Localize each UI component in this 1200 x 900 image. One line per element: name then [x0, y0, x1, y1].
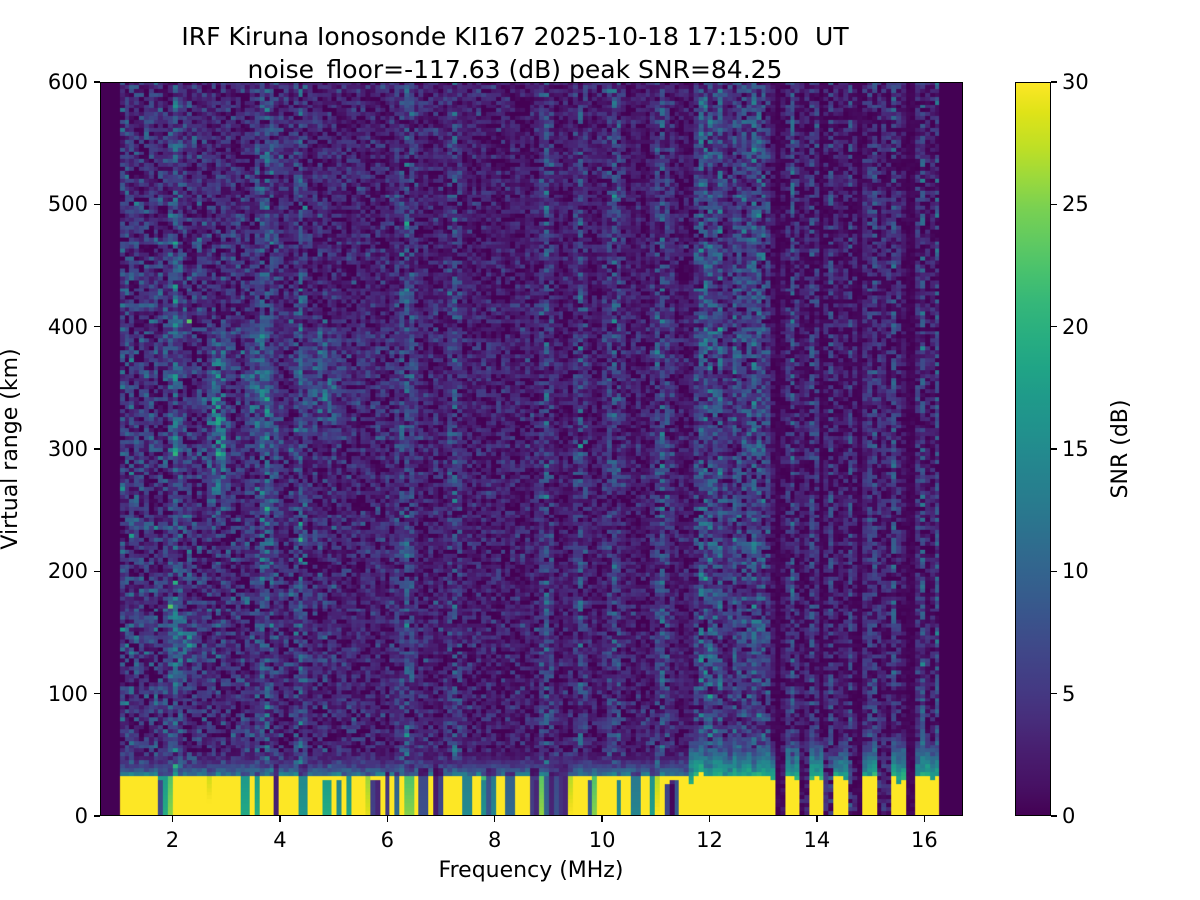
- y-tick-label: 400: [47, 314, 88, 339]
- figure-title: IRF Kiruna Ionosonde KI167 2025-10-18 17…: [0, 20, 1030, 86]
- x-tick-label: 12: [696, 828, 723, 852]
- title-line-1: IRF Kiruna Ionosonde KI167 2025-10-18 17…: [181, 22, 849, 51]
- y-tick-mark: [94, 570, 100, 572]
- y-tick-label: 500: [47, 192, 88, 217]
- colorbar-tick-label: 30: [1062, 70, 1089, 94]
- x-tick-label: 16: [910, 828, 938, 852]
- colorbar-tick-mark: [1051, 203, 1057, 205]
- y-tick-label: 300: [47, 437, 88, 461]
- ionogram-heatmap-canvas: [101, 83, 962, 815]
- colorbar-tick-mark: [1051, 693, 1057, 695]
- ionogram-plot-area: [100, 82, 963, 816]
- x-tick-mark: [386, 816, 388, 822]
- colorbar-tick-label: 20: [1062, 314, 1089, 339]
- y-tick-mark: [94, 203, 100, 205]
- x-tick-mark: [923, 816, 925, 822]
- x-tick-label: 14: [803, 828, 831, 852]
- y-tick-mark: [94, 815, 100, 817]
- colorbar-tick-mark: [1051, 570, 1057, 572]
- x-tick-label: 10: [588, 828, 616, 852]
- colorbar-tick-mark: [1051, 81, 1057, 83]
- colorbar-tick-label: 10: [1062, 559, 1089, 584]
- x-tick-mark: [708, 816, 711, 822]
- colorbar-label: SNR (dB): [1108, 399, 1133, 499]
- colorbar-tick-mark: [1051, 448, 1057, 450]
- colorbar-tick-label: 0: [1062, 804, 1076, 828]
- colorbar-gradient: [1016, 83, 1050, 815]
- title-line-2: noise_floor=-117.63 (dB) peak SNR=84.25: [247, 55, 783, 84]
- x-tick-mark: [279, 816, 281, 822]
- x-tick-label: 6: [380, 828, 394, 852]
- x-axis-label: Frequency (MHz): [438, 858, 624, 883]
- y-tick-mark: [94, 693, 100, 695]
- x-tick-label: 8: [488, 828, 502, 852]
- colorbar-tick-mark: [1051, 815, 1057, 817]
- x-tick-mark: [816, 816, 818, 822]
- x-tick-mark: [171, 816, 174, 822]
- colorbar-tick-label: 15: [1062, 437, 1089, 461]
- x-tick-label: 4: [273, 828, 287, 852]
- x-tick-mark: [494, 816, 496, 822]
- y-tick-label: 0: [74, 804, 88, 828]
- x-tick-mark: [601, 816, 603, 822]
- x-tick-label: 2: [165, 828, 180, 852]
- y-tick-mark: [94, 81, 100, 83]
- y-axis-label: Virtual range (km): [0, 348, 23, 550]
- y-tick-label: 100: [47, 681, 88, 706]
- y-tick-label: 600: [47, 70, 88, 94]
- y-tick-label: 200: [47, 559, 88, 584]
- y-tick-mark: [94, 326, 100, 328]
- colorbar-tick-mark: [1051, 326, 1057, 328]
- y-tick-mark: [94, 448, 100, 450]
- colorbar-tick-label: 25: [1062, 192, 1089, 217]
- colorbar-tick-label: 5: [1062, 681, 1076, 706]
- colorbar: [1015, 82, 1051, 816]
